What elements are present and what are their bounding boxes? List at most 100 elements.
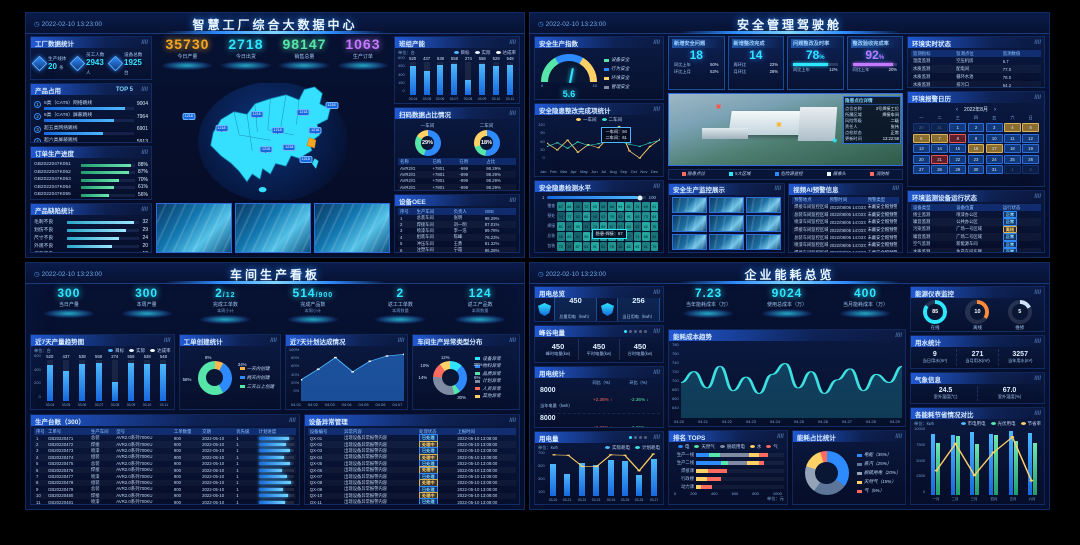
stacked-bar-row[interactable]: 生产二线 <box>672 460 784 466</box>
heatmap-cell[interactable]: 79 <box>650 242 658 251</box>
heatmap-cell[interactable]: 39 <box>565 242 573 251</box>
map-pin[interactable]: 1218 <box>271 127 285 135</box>
stacked-bar-row[interactable]: 动力课 <box>672 484 784 490</box>
map-pin[interactable]: 1218 <box>182 113 196 121</box>
heatmap-cell[interactable]: 82 <box>625 242 633 251</box>
defect-row[interactable]: 划伤不良 29 <box>34 226 148 234</box>
defect-row[interactable]: 组装不良18 <box>34 250 148 253</box>
heatmap-cell[interactable]: 41 <box>574 232 582 241</box>
heatmap-cell[interactable]: 83 <box>625 222 633 231</box>
legend-item[interactable]: 二车间 <box>601 117 622 123</box>
heatmap-cell[interactable]: 81 <box>557 222 565 231</box>
table-row[interactable]: AVR2/G +7801 -999 98.29% <box>398 184 516 190</box>
table-row[interactable]: QX-08 出现设备异常报警内容 处理中 2022-05-10 13:08:00 <box>308 479 516 487</box>
order-row[interactable]: GB2022047K051 88% <box>34 161 148 168</box>
table-row[interactable]: 1 GB20220471 总装 AVR2.0系列700KU 900 2022-05-10 1 <box>34 435 296 441</box>
legend-item[interactable]: 目标 <box>108 348 124 354</box>
heatmap-cell[interactable]: 77 <box>565 212 573 221</box>
heatmap-cell[interactable]: 52 <box>574 212 582 221</box>
workshop-photo[interactable] <box>156 203 232 253</box>
calendar-day[interactable]: 26 <box>1022 154 1039 164</box>
table-row[interactable]: QX-04 出现设备异常报警内容 处理中 2022-05-10 13:08:00 <box>308 453 516 462</box>
table-row[interactable]: QX-06 出现设备异常报警内容 处理中 2022-05-10 13:08:00 <box>308 466 516 474</box>
heatmap-cell[interactable]: 72 <box>582 202 590 211</box>
heatmap-cell[interactable]: 84 <box>650 212 658 221</box>
legend-item[interactable]: 电 <box>677 444 689 450</box>
slider-handle[interactable] <box>637 195 643 200</box>
heatmap-cell[interactable]: 74 <box>591 222 599 231</box>
legend-item[interactable]: 实际耗电 <box>605 445 630 451</box>
table-row[interactable]: AVR2/G +7801 -999 98.29% <box>398 171 516 177</box>
legend-item[interactable]: 设备异常 <box>475 356 501 362</box>
top5-row[interactable]: 3 超五类网络跳线 6901 <box>34 124 148 135</box>
legend-item[interactable]: 达成率 <box>495 50 516 56</box>
table-row[interactable]: 噪音监测 广场二号区域 正常 <box>911 233 1041 241</box>
calendar-day[interactable]: 1 <box>1004 165 1021 174</box>
heatmap-cell[interactable]: 48 <box>591 212 599 221</box>
calendar-day[interactable]: 23 <box>967 154 985 164</box>
defect-row[interactable]: 尺寸不良 24 <box>34 234 148 242</box>
calendar-day[interactable]: 2 <box>967 123 985 132</box>
table-row[interactable]: 喷漆车间监控区域 2022/08/06 14:03:00 未戴安全帽预警 <box>792 219 899 227</box>
map-pin[interactable]: 1218 <box>308 127 322 135</box>
defect-row[interactable]: 外观不良 20 <box>34 242 148 250</box>
heatmap-cell[interactable]: 91 <box>625 212 633 221</box>
legend-item[interactable]: 脱硫用电 <box>719 444 745 450</box>
legend-item[interactable]: 脱硫用电（20%） <box>856 470 901 476</box>
heatmap-cell[interactable]: 55 <box>616 212 624 221</box>
map-pin[interactable]: 1218 <box>259 146 273 154</box>
calendar-day[interactable]: 2 <box>1022 165 1039 174</box>
top5-row[interactable]: 2 6类（CAT6）屏蔽跳线 7964 <box>34 111 148 122</box>
stacked-bar-row[interactable]: 焊接课 <box>672 468 784 474</box>
heatmap-cell[interactable]: 87 <box>574 242 582 251</box>
legend-item[interactable]: 一车间 <box>576 117 597 123</box>
table-row[interactable]: 2 焊接车间 刘一明 87.01% <box>398 221 516 228</box>
calendar-day[interactable]: 7 <box>931 133 948 143</box>
camera-marker-icon[interactable]: ◉ <box>832 137 838 144</box>
table-row[interactable]: QX-02 出现设备异常报警内容 处理中 2022-05-10 13:08:00 <box>308 440 516 449</box>
legend-item[interactable]: 气 <box>766 444 778 450</box>
camera-feed[interactable] <box>672 196 708 213</box>
map-pin[interactable]: 1218 <box>250 111 264 119</box>
legend-item[interactable]: 其他异常 <box>475 393 501 399</box>
heatmap-cell[interactable]: 54 <box>650 232 658 241</box>
calendar-day[interactable]: 1 <box>949 123 967 132</box>
order-row[interactable]: GB2022047K054 61% <box>34 184 148 190</box>
table-row[interactable]: 水质监测 生产车间东侧 正常 <box>911 247 1041 252</box>
heatmap-cell[interactable]: 64 <box>582 242 590 251</box>
heatmap-cell[interactable]: 93 <box>591 202 599 211</box>
calendar-day[interactable]: 11 <box>1004 133 1021 143</box>
heatmap-cell[interactable]: 49 <box>633 222 641 231</box>
heatmap-cell[interactable]: 45 <box>574 202 582 211</box>
heatmap-cell[interactable]: 96 <box>582 232 590 241</box>
table-row[interactable]: 总装车间监控区域 2022/08/06 14:03:00 未戴安全帽预警 <box>792 211 899 219</box>
legend-item[interactable]: 品质异常 <box>475 371 501 377</box>
legend-item[interactable]: 环境安全 <box>604 75 629 81</box>
heatmap-cell[interactable]: 91 <box>650 202 658 211</box>
heatmap-cell[interactable]: 38 <box>582 222 590 231</box>
table-row[interactable]: 8 GB20220478 组装 AVR2.0系列700KU 900 2022-05-10 1 <box>34 480 296 486</box>
heatmap-cell[interactable]: 69 <box>642 202 650 211</box>
calendar-day[interactable]: 5 <box>1022 123 1039 132</box>
defect-row[interactable]: 毛刺不良 32 <box>34 218 148 226</box>
heatmap-cell[interactable]: 73 <box>642 212 650 221</box>
calendar-day[interactable]: 27 <box>913 165 930 174</box>
table-row[interactable]: 水质监测 配电间 77.0 <box>911 65 1041 73</box>
calendar-day[interactable]: 18 <box>1004 144 1021 153</box>
carousel-dots[interactable] <box>624 330 659 333</box>
legend-item[interactable]: 实际 <box>474 50 491 56</box>
legend-item[interactable]: 实际 <box>129 348 145 354</box>
calendar-day[interactable]: 20 <box>913 154 930 164</box>
legend-item[interactable]: 计划耗电 <box>635 445 660 451</box>
carousel-dots[interactable] <box>629 436 659 439</box>
heatmap-cell[interactable]: 86 <box>582 212 590 221</box>
heatmap-cell[interactable]: 91 <box>591 242 599 251</box>
heatmap-cell[interactable]: 66 <box>608 202 616 211</box>
heatmap-cell[interactable]: 88 <box>642 232 650 241</box>
heatmap-cell[interactable]: 81 <box>625 202 633 211</box>
stacked-bar-row[interactable]: 生产一线 <box>672 452 784 458</box>
order-row[interactable]: GB2022047K053 70% <box>34 176 148 183</box>
order-row[interactable]: GB2022047K052 87% <box>34 169 148 175</box>
